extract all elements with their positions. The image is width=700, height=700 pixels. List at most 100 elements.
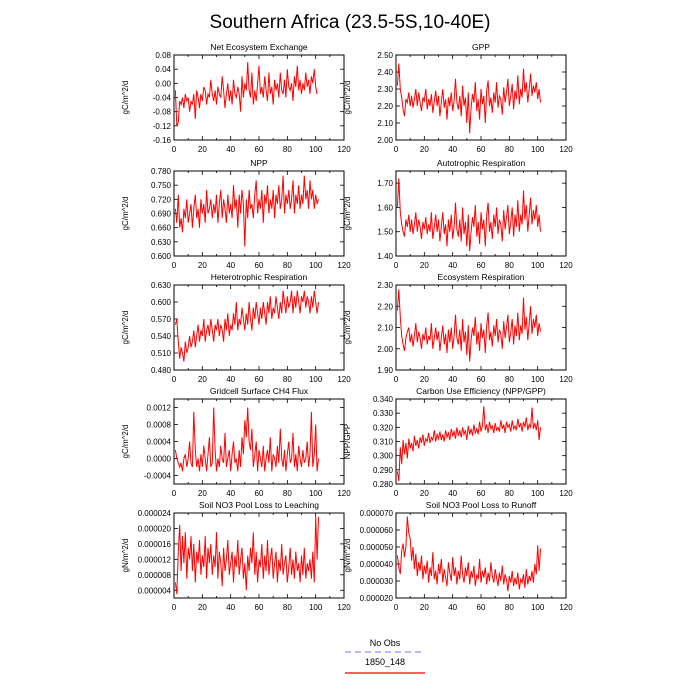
x-tick-label: 0 [172, 145, 177, 154]
x-tick-label: 60 [477, 603, 486, 612]
y-tick-label: 0.280 [373, 480, 394, 489]
x-tick-label: 20 [420, 145, 429, 154]
panel-title: Soil NO3 Pool Loss to Leaching [199, 500, 319, 510]
x-tick-label: 60 [255, 261, 264, 270]
y-tick-label: 0.000020 [138, 524, 172, 533]
panel-6: Gridcell Surface CH4 Flux 0 20 40 60 80 100 120… [121, 386, 351, 498]
x-tick-label: 40 [448, 261, 457, 270]
x-tick-label: 0 [394, 375, 399, 384]
y-tick-label: 0.660 [151, 224, 172, 233]
y-tick-label: 2.20 [377, 102, 393, 111]
x-tick-label: 20 [420, 489, 429, 498]
x-tick-label: 40 [226, 261, 235, 270]
y-tick-label: 0.04 [155, 65, 171, 74]
x-tick-label: 0 [394, 603, 399, 612]
panel-2: NPP 0 20 40 60 80 100 120 0.780 0.750 0.720 0.690 0.… [121, 158, 351, 270]
y-tick-label: 0.340 [373, 395, 394, 404]
x-tick-label: 80 [283, 489, 292, 498]
y-tick-label: 0.000020 [360, 594, 394, 603]
x-tick-label: 120 [337, 603, 351, 612]
series-line [174, 516, 319, 595]
y-tick-label: 0.00 [155, 79, 171, 88]
panel-grid: Net Ecosystem Exchange 0 20 40 60 80 100 120 0.0… [121, 42, 573, 612]
x-tick-label: 40 [226, 375, 235, 384]
y-tick-label: 0.0008 [147, 421, 172, 430]
series-line [396, 289, 541, 362]
x-tick-label: 20 [420, 603, 429, 612]
panel-0: Net Ecosystem Exchange 0 20 40 60 80 100 120 0.0… [121, 42, 351, 154]
panel-title: NPP [250, 158, 268, 168]
x-tick-label: 120 [337, 145, 351, 154]
y-tick-label: 0.750 [151, 181, 172, 190]
legend-label-1850-148: 1850_148 [365, 657, 405, 667]
y-axis-label: gC/m^2/d [121, 425, 130, 459]
x-tick-label: 0 [172, 375, 177, 384]
x-tick-label: 120 [337, 489, 351, 498]
y-tick-label: 1.50 [377, 228, 393, 237]
y-tick-label: -0.08 [153, 108, 172, 117]
panel-title: GPP [472, 42, 490, 52]
panel-1: GPP 0 20 40 60 80 100 120 2.50 2.40 2.30 2.20 2.10 2.… [343, 42, 573, 154]
y-tick-label: 2.10 [377, 324, 393, 333]
x-tick-label: 100 [531, 261, 545, 270]
y-tick-label: 2.00 [377, 136, 393, 145]
x-tick-label: 60 [477, 375, 486, 384]
panel-7: Carbon Use Efficiency (NPP/GPP) 0 20 40 60 80… [343, 386, 573, 498]
x-tick-label: 80 [505, 489, 514, 498]
x-tick-label: 80 [505, 603, 514, 612]
x-tick-label: 40 [226, 603, 235, 612]
x-tick-label: 20 [198, 603, 207, 612]
x-tick-label: 120 [559, 489, 573, 498]
x-tick-label: 20 [420, 261, 429, 270]
y-tick-label: 0.320 [373, 423, 394, 432]
x-tick-label: 120 [559, 261, 573, 270]
y-tick-label: 2.50 [377, 51, 393, 60]
x-tick-label: 80 [283, 145, 292, 154]
y-tick-label: 0.570 [151, 315, 172, 324]
x-tick-label: 60 [255, 489, 264, 498]
x-tick-label: 0 [394, 489, 399, 498]
x-tick-label: 40 [448, 375, 457, 384]
y-tick-label: 0.000008 [138, 571, 172, 580]
y-tick-label: 0.0012 [147, 404, 172, 413]
x-tick-label: 120 [559, 603, 573, 612]
y-tick-label: 0.0000 [147, 455, 172, 464]
y-tick-label: 0.690 [151, 210, 172, 219]
y-tick-label: 0.000016 [138, 540, 172, 549]
panel-8: Soil NO3 Pool Loss to Leaching 0 20 40 60 80 1… [121, 500, 351, 612]
plot-frame [173, 284, 345, 371]
plot-frame [173, 170, 345, 257]
y-tick-label: 0.310 [373, 438, 394, 447]
y-tick-label: 2.20 [377, 302, 393, 311]
y-tick-label: 0.08 [155, 51, 171, 60]
y-tick-label: 0.000060 [360, 526, 394, 535]
series-line [396, 406, 541, 482]
y-tick-label: 0.000070 [360, 509, 394, 518]
x-tick-label: 60 [477, 261, 486, 270]
y-tick-label: 2.10 [377, 119, 393, 128]
y-tick-label: 0.000024 [138, 509, 172, 518]
x-tick-label: 0 [172, 489, 177, 498]
y-axis-label: gC/m^2/d [121, 197, 130, 231]
x-tick-label: 40 [226, 145, 235, 154]
series-line [174, 175, 319, 247]
panel-title: Autotrophic Respiration [437, 158, 526, 168]
y-tick-label: -0.0004 [144, 472, 172, 481]
x-tick-label: 20 [198, 375, 207, 384]
y-tick-label: 1.70 [377, 179, 393, 188]
y-tick-label: 0.330 [373, 409, 394, 418]
y-tick-label: 0.600 [151, 252, 172, 261]
x-tick-label: 20 [198, 489, 207, 498]
x-tick-label: 120 [559, 375, 573, 384]
x-tick-label: 80 [283, 603, 292, 612]
series-line [174, 290, 319, 362]
y-tick-label: 0.720 [151, 195, 172, 204]
y-tick-label: 2.30 [377, 281, 393, 290]
x-tick-label: 100 [309, 489, 323, 498]
series-line [174, 62, 318, 126]
x-tick-label: 120 [337, 261, 351, 270]
y-tick-label: 0.000050 [360, 543, 394, 552]
x-tick-label: 100 [531, 375, 545, 384]
x-tick-label: 80 [505, 145, 514, 154]
